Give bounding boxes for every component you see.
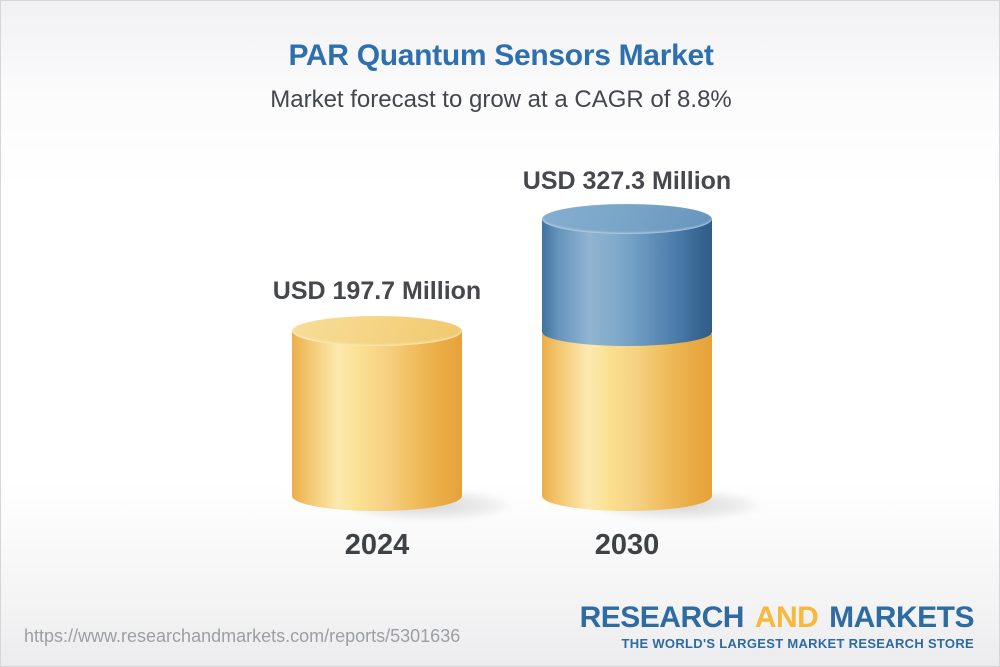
research-and-markets-logo[interactable]: RESEARCH AND MARKETS THE WORLD'S LARGEST… (579, 601, 975, 651)
bar-value-label-2030: USD 327.3 Million (522, 167, 732, 195)
bar-2030-base-segment (542, 334, 712, 511)
bar-cylinder-2024 (292, 316, 510, 520)
logo-tagline: THE WORLD'S LARGEST MARKET RESEARCH STOR… (621, 636, 974, 651)
bar-value-label-2024: USD 197.7 Million (272, 277, 482, 305)
report-url-link[interactable]: https://www.researchandmarkets.com/repor… (24, 626, 461, 646)
category-label-2030: 2030 (594, 529, 660, 561)
category-label-2024: 2024 (344, 529, 410, 561)
bar-2024-top-cap (292, 316, 462, 346)
bar-2024-body (292, 330, 462, 511)
bar-2030-top-cap (542, 204, 712, 234)
logo-word-and: AND (754, 601, 819, 634)
chart-subtitle: Market forecast to grow at a CAGR of 8.8… (270, 86, 732, 113)
bar-2030-growth-segment (542, 218, 712, 346)
bar-cylinder-2030 (542, 204, 760, 520)
logo-word-research: RESEARCH (579, 601, 745, 634)
logo-wordmark: RESEARCH AND MARKETS (579, 601, 975, 634)
chart-title: PAR Quantum Sensors Market (288, 39, 714, 72)
logo-word-markets: MARKETS (829, 601, 974, 634)
